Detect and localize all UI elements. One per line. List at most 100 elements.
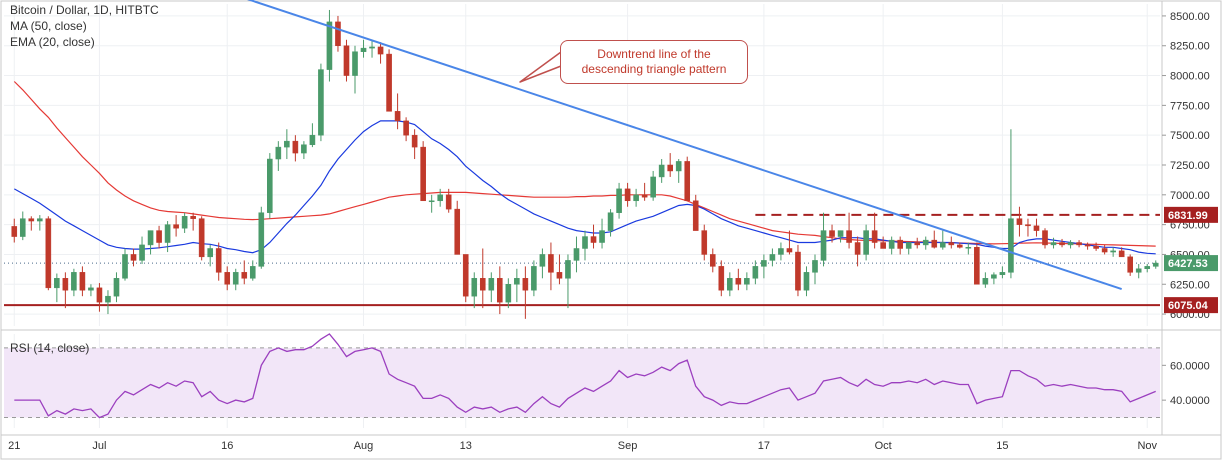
candle: [62, 272, 69, 309]
candle: [258, 206, 265, 269]
rsi-tick-label: 40.0000: [1170, 395, 1210, 407]
price-tick-label: 8000.00: [1170, 71, 1210, 83]
candle: [437, 188, 443, 207]
candle: [1152, 260, 1159, 269]
candle: [318, 63, 324, 142]
candle-body: [79, 272, 86, 291]
candle-body: [28, 218, 35, 222]
candle: [497, 266, 503, 315]
candle: [343, 39, 350, 82]
candle: [352, 45, 358, 94]
candle-body: [658, 164, 665, 178]
candle-body: [761, 260, 767, 267]
candle: [147, 230, 154, 255]
candle-body: [275, 146, 282, 160]
candle: [778, 242, 784, 261]
candle: [616, 182, 622, 219]
candle-body: [1008, 218, 1014, 273]
support-price-tag: 6075.04: [1164, 297, 1218, 314]
date-axis: 21 Jul 16 Aug 13 Sep 17 Oct 15 Nov: [8, 440, 1157, 452]
candle-body: [62, 278, 69, 291]
price-axis: 6000.006250.006500.006750.007000.007250.…: [1162, 11, 1210, 321]
candle: [684, 156, 691, 202]
candle-body: [769, 254, 776, 261]
candle: [471, 272, 478, 309]
candle: [565, 254, 571, 309]
candle-body: [335, 21, 341, 46]
rsi-pane: [4, 333, 1160, 419]
candle-body: [727, 278, 733, 291]
price-tick-label: 8250.00: [1170, 41, 1210, 53]
candle: [675, 159, 682, 183]
candle-body: [139, 244, 145, 261]
callout-line-2: descending triangle pattern: [581, 62, 727, 76]
candle-body: [130, 254, 137, 261]
candle: [974, 242, 980, 285]
candle: [1144, 263, 1151, 273]
candle-body: [173, 224, 179, 229]
candle: [590, 224, 597, 249]
candle-body: [37, 218, 43, 222]
candle: [599, 218, 605, 249]
candle: [215, 242, 222, 281]
candle-body: [1059, 242, 1065, 246]
candle: [88, 284, 94, 297]
candle: [292, 135, 299, 162]
date-tick-label: 13: [460, 440, 472, 452]
candle: [539, 248, 546, 279]
candle-body: [1110, 250, 1116, 253]
rsi-legend: RSI (14, close): [10, 341, 90, 355]
candle: [28, 216, 35, 231]
price-tick-label: 7000.00: [1170, 190, 1210, 202]
candle-body: [599, 230, 605, 243]
candle: [369, 39, 375, 58]
candle-body: [803, 272, 810, 291]
candle-body: [343, 45, 350, 76]
candle: [96, 283, 103, 312]
candle: [479, 248, 486, 309]
candle: [1101, 244, 1108, 255]
rsi-tick-label: 60.0000: [1170, 360, 1210, 372]
candle: [948, 236, 955, 249]
candle: [709, 248, 716, 273]
candle-body: [198, 218, 205, 258]
candle: [735, 268, 742, 291]
candle: [267, 153, 273, 219]
candle-body: [820, 230, 827, 261]
ema-legend: EMA (20, close): [10, 35, 95, 49]
candle: [284, 129, 290, 160]
candle: [403, 117, 409, 142]
candle: [846, 212, 852, 249]
candle-body: [957, 244, 963, 248]
candle: [1110, 247, 1116, 257]
date-tick-label: 21: [8, 440, 20, 452]
candle-body: [445, 194, 452, 210]
callout-pointer: [519, 51, 562, 83]
candle-body: [181, 216, 188, 229]
candle: [1093, 242, 1099, 251]
candle: [488, 272, 495, 303]
candle: [718, 260, 725, 297]
candle: [224, 266, 231, 291]
candle-body: [948, 242, 955, 246]
candle: [582, 230, 588, 261]
candle: [1042, 228, 1048, 249]
price-tick-label: 6250.00: [1170, 279, 1210, 291]
resistance-price-tag-bg: [1164, 206, 1218, 223]
candle: [386, 49, 392, 112]
candle-body: [982, 278, 989, 285]
candle: [991, 272, 997, 285]
candle: [79, 266, 86, 297]
candle-body: [1135, 268, 1142, 273]
candle-body: [462, 254, 469, 297]
candle: [837, 230, 844, 243]
candle: [871, 212, 878, 249]
candle: [769, 248, 776, 267]
candle: [573, 236, 580, 273]
candle: [1084, 242, 1091, 250]
candle-body: [795, 251, 801, 291]
candle-body: [616, 188, 622, 213]
candle: [880, 236, 886, 249]
candle-body: [377, 46, 384, 55]
date-tick-label: Jul: [92, 440, 106, 452]
